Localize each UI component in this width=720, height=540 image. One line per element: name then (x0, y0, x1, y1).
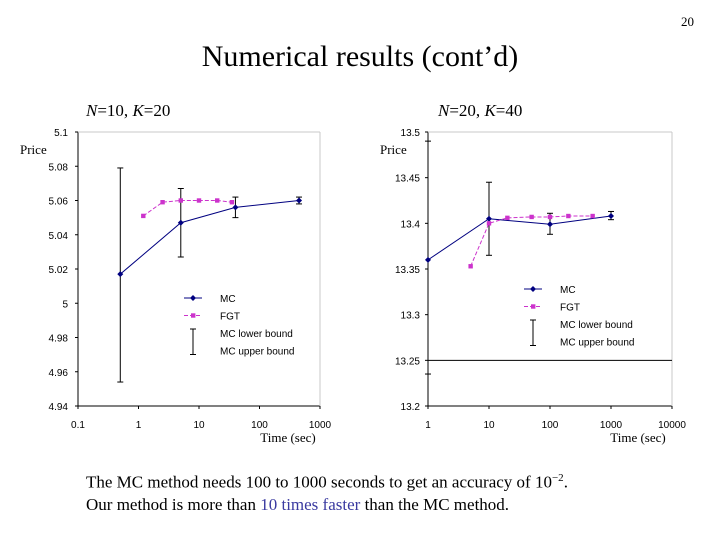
line1-end: . (563, 472, 568, 492)
right-fgt-point (486, 221, 492, 226)
body-text: The MC method needs 100 to 1000 seconds … (86, 467, 568, 516)
left-y-axis-label: Price (20, 142, 47, 157)
left-fgt-point (160, 200, 165, 205)
left-legend-fgt-label: FGT (220, 312, 240, 323)
right-n-var: N (438, 101, 450, 120)
left-legend-fgt-marker (191, 313, 196, 318)
left-legend-lower-label: MC lower bound (220, 329, 293, 340)
right-y-tick-label: 13.2 (401, 402, 421, 413)
left-mc-point (177, 219, 184, 226)
right-legend-lower-label: MC lower bound (560, 320, 633, 331)
right-y-tick-label: 13.35 (395, 265, 420, 276)
right-mc-point (547, 221, 553, 228)
left-fgt-point (229, 200, 235, 205)
left-legend-mc-label: MC (220, 294, 236, 305)
right-y-axis-label: Price (380, 142, 407, 157)
left-y-tick-label: 4.96 (49, 368, 69, 379)
left-mc-point (232, 204, 239, 211)
right-k-var: K (484, 101, 496, 120)
right-chart-caption: N=20, K=40 (438, 101, 522, 121)
right-x-tick-label: 1000 (600, 420, 623, 431)
right-legend-upper-label: MC upper bound (560, 338, 635, 349)
right-mc-line (427, 215, 612, 261)
left-chart-caption: N=10, K=20 (86, 101, 170, 121)
right-fgt-point (590, 213, 595, 219)
right-n-val: =20, (449, 101, 485, 120)
left-n-var: N (86, 101, 98, 120)
left-fgt-point (196, 198, 202, 203)
left-x-tick-label: 1 (136, 420, 142, 431)
right-fgt-point (566, 213, 571, 219)
left-x-tick-label: 1000 (309, 420, 332, 431)
line1-text: The MC method needs 100 to 1000 seconds … (86, 472, 552, 492)
right-y-tick-label: 13.3 (401, 311, 421, 322)
right-x-tick-label: 10 (483, 420, 495, 431)
left-mc-line (119, 200, 300, 275)
left-x-tick-label: 0.1 (71, 420, 85, 431)
right-y-tick-label: 13.45 (395, 174, 420, 185)
right-x-tick-label: 100 (542, 420, 559, 431)
left-x-tick-label: 100 (251, 420, 268, 431)
left-fgt-point (141, 213, 146, 219)
right-y-tick-label: 13.5 (401, 128, 421, 139)
body-line-1: The MC method needs 100 to 1000 seconds … (86, 467, 568, 494)
left-x-tick-label: 10 (193, 420, 205, 431)
left-fgt-point (178, 198, 183, 203)
right-legend-mc-label: MC (560, 285, 576, 296)
right-x-tick-label: 10000 (658, 420, 686, 431)
left-y-tick-label: 5.02 (49, 265, 69, 276)
left-y-tick-label: 5.1 (54, 128, 68, 139)
right-mc-point (425, 256, 431, 263)
line2-highlight: 10 times faster (260, 494, 361, 514)
page-number: 20 (681, 14, 694, 29)
line2-text: Our method is more than (86, 494, 261, 514)
slide-title: Numerical results (cont’d) (201, 40, 519, 73)
left-x-axis-label: Time (sec) (260, 430, 316, 445)
right-mc-point (486, 215, 492, 222)
right-legend-fgt-marker (531, 304, 536, 309)
left-fgt-point (215, 198, 220, 203)
right-legend-mc-marker (530, 286, 536, 292)
line1-exponent: −2 (551, 472, 564, 484)
left-k-val: =20 (143, 101, 171, 120)
right-mc-point (608, 213, 614, 220)
body-line-2: Our method is more than 10 times faster … (86, 494, 568, 516)
right-fgt-point (529, 214, 534, 220)
right-k-val: =40 (495, 101, 523, 120)
left-mc-point (117, 271, 124, 278)
left-fgt-line (143, 200, 232, 217)
right-x-tick-label: 1 (425, 420, 431, 431)
left-y-tick-label: 5 (62, 299, 68, 310)
left-legend-upper-label: MC upper bound (220, 347, 295, 358)
left-n-val: =10, (97, 101, 133, 120)
line2-end: than the MC method. (360, 494, 510, 514)
left-y-tick-label: 5.04 (49, 231, 69, 242)
left-mc-point (296, 197, 303, 204)
right-y-tick-label: 13.25 (395, 356, 420, 367)
right-fgt-point (505, 215, 510, 221)
right-fgt-point (547, 214, 553, 220)
right-legend-fgt-label: FGT (560, 303, 580, 314)
right-y-tick-label: 13.4 (401, 219, 421, 230)
left-y-tick-label: 5.06 (49, 197, 69, 208)
right-fgt-point (468, 264, 473, 269)
left-k-var: K (132, 101, 144, 120)
left-y-tick-label: 5.08 (49, 162, 69, 173)
left-y-tick-label: 4.94 (49, 402, 69, 413)
left-legend-mc-marker (190, 295, 196, 301)
left-y-tick-label: 4.98 (49, 334, 69, 345)
right-x-axis-label: Time (sec) (610, 430, 666, 445)
